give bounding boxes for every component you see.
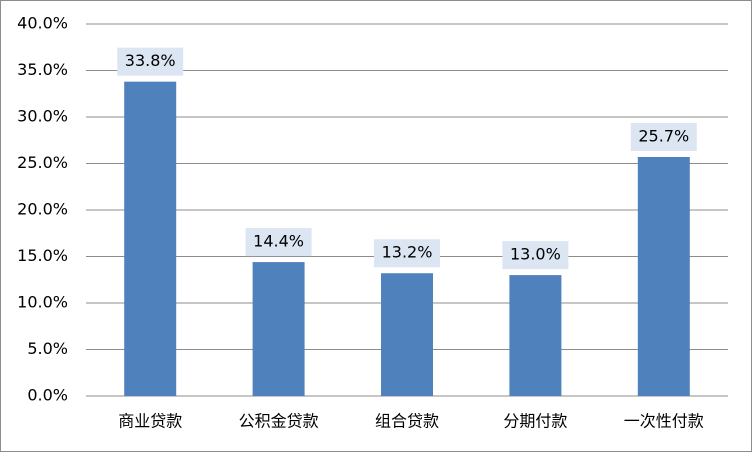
- value-label: 25.7%: [638, 126, 689, 145]
- value-label: 13.0%: [510, 245, 561, 264]
- value-label-box: [374, 239, 440, 268]
- y-tick-label: 0.0%: [27, 386, 68, 405]
- y-tick-label: 40.0%: [17, 14, 68, 33]
- y-tick-label: 20.0%: [17, 200, 68, 219]
- value-label-box: [630, 122, 697, 151]
- x-tick-label: 商业贷款: [118, 412, 182, 431]
- value-label-box: [245, 228, 312, 257]
- value-label-box: [502, 241, 569, 270]
- y-tick-label: 10.0%: [17, 293, 68, 312]
- bar: [124, 81, 177, 396]
- x-tick-label: 组合贷款: [375, 412, 439, 431]
- y-tick-label: 30.0%: [17, 107, 68, 126]
- bar: [637, 156, 690, 396]
- x-tick-label: 分期付款: [503, 412, 567, 431]
- value-label: 33.8%: [125, 51, 176, 70]
- y-tick-label: 35.0%: [17, 60, 68, 79]
- bar: [509, 275, 562, 396]
- value-label: 14.4%: [253, 232, 304, 251]
- y-tick-label: 15.0%: [17, 246, 68, 265]
- value-label-box: [117, 47, 184, 76]
- x-tick-label: 一次性付款: [624, 412, 704, 431]
- value-label: 13.2%: [382, 243, 433, 262]
- bar: [381, 273, 433, 396]
- bar: [252, 262, 305, 396]
- y-tick-label: 5.0%: [27, 339, 68, 358]
- x-tick-label: 公积金贷款: [239, 412, 319, 431]
- y-tick-label: 25.0%: [17, 153, 68, 172]
